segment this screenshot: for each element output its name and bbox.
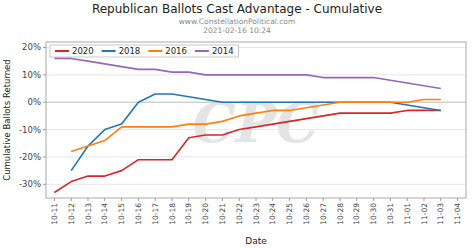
x-tick-label: 10-29 (352, 203, 361, 225)
legend-label: 2016 (165, 46, 187, 56)
chart: Republican Ballots Cast Advantage - Cumu… (0, 0, 474, 248)
series-line (71, 99, 441, 151)
subtitle: www.ConstellationPolitical.com (179, 17, 296, 26)
x-tick-label: 10-31 (386, 203, 395, 225)
x-tick (323, 198, 324, 201)
x-axis-label: Date (245, 236, 267, 246)
legend-swatch (195, 50, 209, 52)
legend-swatch (102, 50, 116, 52)
x-tick (239, 198, 240, 201)
x-tick (256, 198, 257, 201)
x-tick (289, 198, 290, 201)
legend-box (50, 45, 239, 57)
x-tick (390, 198, 391, 201)
y-tick-label: -20% (19, 152, 41, 162)
x-tick (188, 198, 189, 201)
grid-line (46, 184, 466, 185)
title: Republican Ballots Cast Advantage - Cumu… (92, 2, 382, 16)
y-tick-label: -10% (19, 125, 41, 135)
x-tick (172, 198, 173, 201)
y-tick-label: 10% (22, 70, 41, 80)
grid-line (46, 129, 466, 130)
x-tick-label: 11-02 (420, 203, 429, 225)
x-tick (54, 198, 55, 201)
x-tick (440, 198, 441, 201)
x-tick-label: 10-14 (100, 203, 109, 225)
x-tick (424, 198, 425, 201)
x-tick-label: 10-27 (319, 203, 328, 225)
y-tick-label: 0% (28, 97, 42, 107)
x-tick-label: 10-21 (218, 203, 227, 225)
x-tick-label: 10-17 (151, 203, 160, 225)
x-tick-label: 10-18 (168, 203, 177, 225)
legend-label: 2020 (72, 46, 94, 56)
legend-swatch (55, 50, 69, 52)
x-tick-label: 10-20 (201, 203, 210, 225)
series-line (54, 58, 440, 88)
legend-label: 2014 (212, 46, 234, 56)
x-tick (104, 198, 105, 201)
x-tick-label: 10-25 (285, 203, 294, 225)
series-line (54, 110, 440, 192)
x-tick (356, 198, 357, 201)
x-tick-label: 10-16 (134, 203, 143, 225)
x-tick (71, 198, 72, 201)
grid-line (46, 156, 466, 157)
x-tick-label: 10-30 (369, 203, 378, 225)
x-tick-label: 10-28 (336, 203, 345, 225)
series-line (71, 94, 441, 171)
x-tick-label: 10-26 (302, 203, 311, 225)
x-tick (272, 198, 273, 201)
x-tick-label: 10-15 (117, 203, 126, 225)
x-tick (88, 198, 89, 201)
x-tick-label: 10-13 (84, 203, 93, 225)
y-tick-label: 20% (22, 42, 41, 52)
x-tick (340, 198, 341, 201)
x-tick (306, 198, 307, 201)
plot-area (54, 58, 440, 192)
x-tick-label: 10-23 (252, 203, 261, 225)
y-tick-label: -30% (19, 179, 41, 189)
legend-label: 2018 (119, 46, 141, 56)
y-axis-label: Cumulative Ballots Returned (2, 59, 12, 180)
x-tick (121, 198, 122, 201)
legend: 2020 2018 2016 2014 (50, 45, 239, 57)
x-tick-label: 10-11 (50, 203, 59, 225)
x-tick (457, 198, 458, 201)
subtitle: 2021-02-16 10:24 (203, 26, 271, 35)
x-tick (373, 198, 374, 201)
x-tick-label: 10-24 (268, 203, 277, 225)
x-tick-label: 10-12 (67, 203, 76, 225)
x-tick-label: 10-19 (184, 203, 193, 225)
x-tick (155, 198, 156, 201)
x-tick-label: 11-03 (436, 203, 445, 225)
x-tick (205, 198, 206, 201)
x-tick (138, 198, 139, 201)
x-tick (222, 198, 223, 201)
x-tick (407, 198, 408, 201)
x-tick-label: 11-04 (453, 203, 462, 225)
plot-frame (46, 42, 466, 198)
legend-swatch (148, 50, 162, 52)
x-tick-label: 11-01 (403, 203, 412, 225)
x-tick-label: 10-22 (235, 203, 244, 225)
